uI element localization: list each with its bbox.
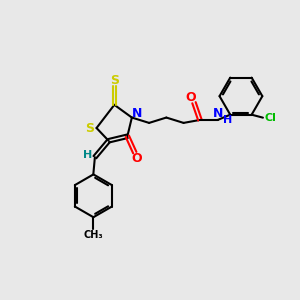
Text: CH₃: CH₃ (84, 230, 103, 240)
Text: S: S (110, 74, 119, 87)
Text: H: H (82, 150, 92, 160)
Text: N: N (132, 107, 142, 121)
Text: O: O (131, 152, 142, 165)
Text: Cl: Cl (264, 113, 276, 123)
Text: O: O (185, 91, 196, 104)
Text: S: S (85, 122, 94, 134)
Text: N: N (213, 107, 223, 121)
Text: H: H (223, 115, 232, 125)
